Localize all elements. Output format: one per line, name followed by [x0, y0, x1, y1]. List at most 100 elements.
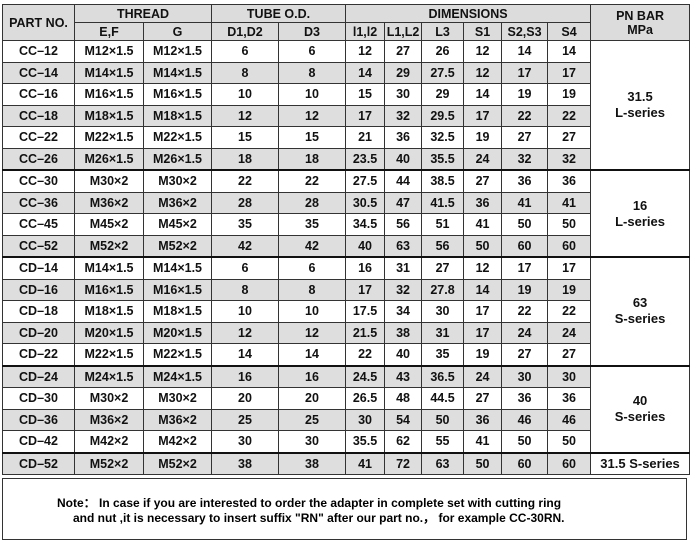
- table-cell: 26.5: [345, 387, 386, 410]
- table-cell: 35.5: [421, 147, 465, 171]
- table-cell: M30×2: [74, 387, 144, 410]
- table-cell: CC–26: [2, 147, 75, 171]
- table-cell: 16: [277, 364, 347, 388]
- table-cell: CC–22: [2, 126, 75, 149]
- table-cell: 36: [501, 387, 549, 410]
- table-cell: 19: [547, 83, 592, 106]
- table-cell: 29: [421, 83, 465, 106]
- cell-line: PN BAR: [616, 8, 664, 23]
- table-cell: 21: [345, 126, 386, 149]
- table-cell: 55: [421, 430, 465, 453]
- cell-line: L-series: [615, 105, 665, 120]
- table-cell: 16: [211, 364, 279, 388]
- table-cell: 34: [384, 300, 423, 323]
- table-cell: 36: [547, 169, 592, 193]
- table-cell: M36×2: [143, 191, 212, 214]
- table-cell: 27.5: [345, 169, 386, 193]
- table-cell: 12: [463, 40, 503, 63]
- header-cell: THREAD: [74, 4, 212, 23]
- table-cell: 8: [211, 278, 279, 301]
- pn-cell: 16 L-series: [590, 169, 691, 258]
- table-cell: M16×1.5: [74, 278, 144, 301]
- table-cell: 30.5: [345, 191, 386, 214]
- table-cell: 42: [211, 234, 279, 258]
- table-cell: 27.5: [421, 61, 465, 84]
- table-row: CC–30 M30×2 M30×2 22 22 27.5 44 38.5 27 36 36 16 L-s…: [2, 169, 691, 258]
- table-cell: 56: [421, 234, 465, 258]
- table-cell: 10: [277, 300, 347, 323]
- table-cell: 32: [384, 278, 423, 301]
- table-cell: 36: [463, 408, 503, 431]
- table-row: CC–22 M22×1.5 M22×1.5 15 15 21 36 32.5 19 27 27: [2, 126, 690, 149]
- table-cell: 27: [547, 343, 592, 366]
- table-cell: 8: [211, 61, 279, 84]
- table-cell: 36.5: [421, 364, 465, 388]
- table-cell: 27: [463, 387, 503, 410]
- cell-line: 31.5: [627, 89, 653, 104]
- table-cell: M52×2: [74, 451, 144, 475]
- table-cell: 28: [211, 191, 279, 214]
- table-cell: M18×1.5: [143, 300, 212, 323]
- table-cell: 60: [501, 234, 549, 258]
- cell-line: MPa: [627, 22, 653, 37]
- header-cell: PN BAR MPa: [590, 4, 691, 41]
- table-cell: 18: [211, 147, 279, 171]
- header-cell: PART NO.: [2, 4, 75, 41]
- table-cell: M12×1.5: [74, 40, 144, 63]
- table-cell: 17: [345, 104, 386, 127]
- table-cell: 46: [547, 408, 592, 431]
- table-cell: 10: [277, 83, 347, 106]
- table-cell: 24: [547, 321, 592, 344]
- table-cell: 15: [277, 126, 347, 149]
- table-cell: 14: [501, 40, 549, 63]
- table-cell: 8: [277, 278, 347, 301]
- table-cell: CD–22: [2, 343, 75, 366]
- table-cell: M36×2: [74, 191, 144, 214]
- table-cell: 25: [277, 408, 347, 431]
- table-cell: 19: [463, 343, 503, 366]
- table-cell: 40: [345, 234, 386, 258]
- table-cell: M24×1.5: [143, 364, 212, 388]
- table-cell: 17: [463, 300, 503, 323]
- table-cell: 24: [501, 321, 549, 344]
- table-cell: M16×1.5: [143, 83, 212, 106]
- table-cell: 36: [463, 191, 503, 214]
- table-cell: M52×2: [143, 234, 212, 258]
- header-cell: S1: [463, 22, 503, 41]
- table-cell: 25: [211, 408, 279, 431]
- table-row: CC–18 M18×1.5 M18×1.5 12 12 17 32 29.5 17 22 22: [2, 104, 690, 127]
- table-cell: 27: [501, 343, 549, 366]
- table-cell: 26: [421, 40, 465, 63]
- table-cell: 43: [384, 364, 423, 388]
- table-cell: 8: [277, 61, 347, 84]
- cell-line: 40: [632, 393, 648, 408]
- table-row: CD–20 M20×1.5 M20×1.5 12 12 21.5 38 31 17 24 24: [2, 321, 690, 344]
- header-cell: L3: [421, 22, 465, 41]
- table-cell: CC–16: [2, 83, 75, 106]
- table-cell: M36×2: [74, 408, 144, 431]
- table-cell: 32.5: [421, 126, 465, 149]
- table-cell: 35: [211, 213, 279, 236]
- table-cell: 50: [463, 234, 503, 258]
- table-cell: 14: [277, 343, 347, 366]
- table-cell: 19: [547, 278, 592, 301]
- table-cell: CD–18: [2, 300, 75, 323]
- table-cell: 38: [384, 321, 423, 344]
- table-cell: 22: [501, 300, 549, 323]
- table-cell: 6: [211, 256, 279, 280]
- table-cell: CC–45: [2, 213, 75, 236]
- table-cell: 30: [277, 430, 347, 453]
- table-cell: 28: [277, 191, 347, 214]
- table-cell: CD–24: [2, 364, 75, 388]
- table-cell: CC–52: [2, 234, 75, 258]
- header-cell: DIMENSIONS: [345, 4, 592, 23]
- table-cell: M16×1.5: [74, 83, 144, 106]
- table-cell: 6: [211, 40, 279, 63]
- table-cell: 50: [501, 213, 549, 236]
- table-cell: 20: [211, 387, 279, 410]
- table-cell: 36: [547, 387, 592, 410]
- table-cell: 17.5: [345, 300, 386, 323]
- table-cell: 22: [547, 104, 592, 127]
- table-cell: 16: [345, 256, 386, 280]
- table-cell: M18×1.5: [143, 104, 212, 127]
